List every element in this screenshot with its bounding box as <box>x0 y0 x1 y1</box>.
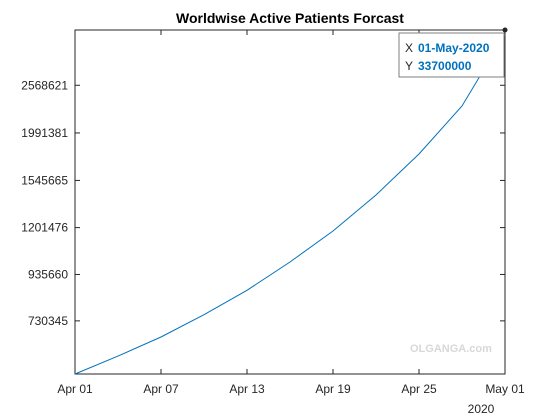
datatip-x-key: X <box>405 41 413 55</box>
x-tick-label: Apr 01 <box>57 382 93 396</box>
y-tick-label: 730345 <box>28 314 68 328</box>
x-tick-label: Apr 13 <box>229 382 265 396</box>
y-tick-label: 1545665 <box>21 173 68 187</box>
datatip-y-key: Y <box>405 59 413 73</box>
x-tick-label: Apr 25 <box>401 382 437 396</box>
chart-title: Worldwise Active Patients Forcast <box>176 10 404 26</box>
y-axis: 730345 935660 1201476 1545665 1991381 2568621 <box>21 78 505 328</box>
y-tick-label: 2568621 <box>21 78 68 92</box>
datatip[interactable]: X 01-May-2020 Y 33700000 <box>398 32 505 78</box>
plot-area <box>74 29 506 375</box>
y-tick-label: 935660 <box>28 267 68 281</box>
datatip-marker[interactable] <box>502 27 508 33</box>
x-axis: Apr 01 Apr 07 Apr 13 Apr 19 Apr 25 May 01 <box>57 30 525 396</box>
y-tick-label: 1201476 <box>21 221 68 235</box>
x-tick-label: May 01 <box>485 382 525 396</box>
series-line <box>74 34 506 375</box>
datatip-y-value: 33700000 <box>418 59 472 73</box>
datatip-x-value: 01-May-2020 <box>418 41 490 55</box>
x-tick-label: Apr 07 <box>143 382 179 396</box>
x-tick-label: Apr 19 <box>315 382 351 396</box>
datatip-box <box>398 32 505 78</box>
watermark: OLGANGA.com <box>410 343 492 355</box>
y-tick-label: 1991381 <box>21 126 68 140</box>
x-axis-year-label: 2020 <box>468 402 495 416</box>
